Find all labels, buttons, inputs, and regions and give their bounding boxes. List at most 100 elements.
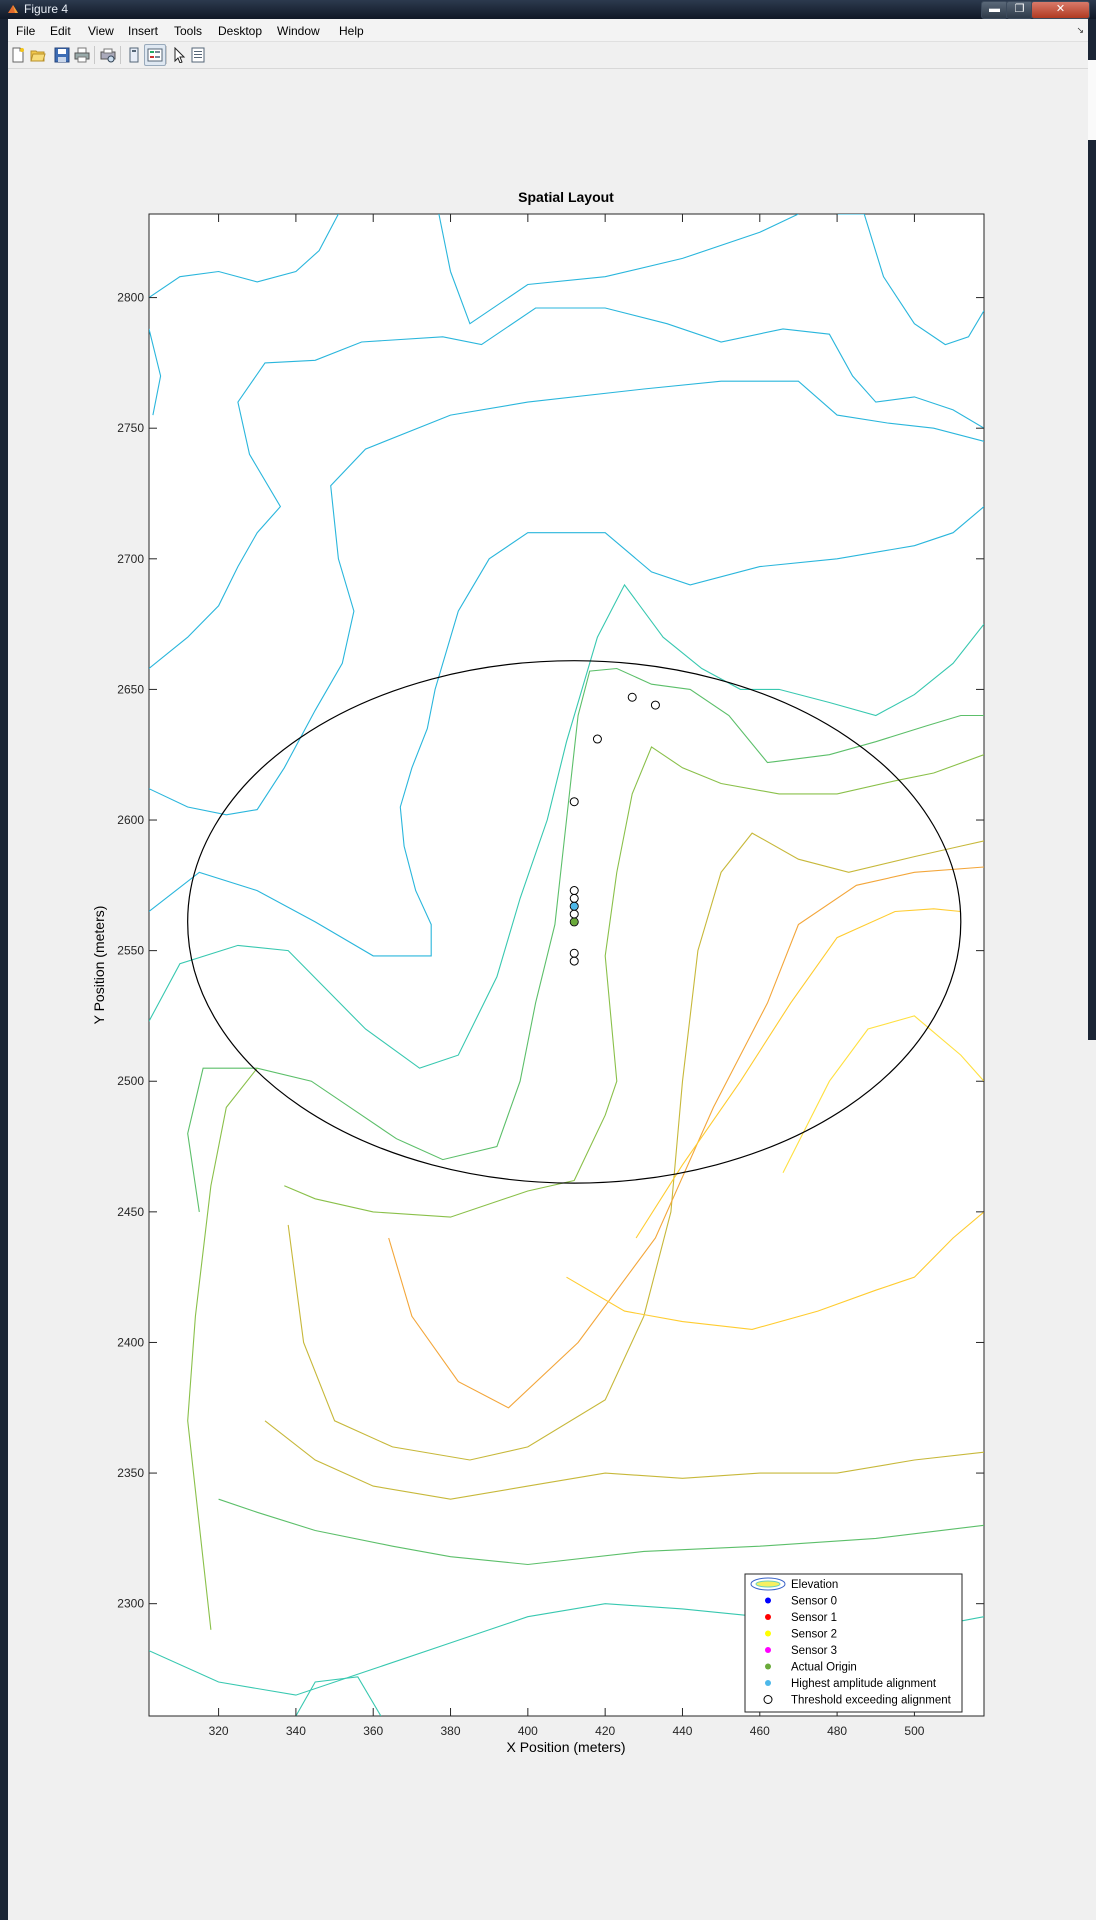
window-titlebar: Figure 4 ▬ ❐ ✕: [0, 0, 1096, 19]
y-tick-label: 2550: [117, 944, 144, 958]
y-tick-label: 2750: [117, 421, 144, 435]
legend-dot-icon: [765, 1614, 771, 1620]
menu-insert[interactable]: Insert: [128, 24, 159, 38]
figure-canvas: Spatial Layout 320 340 360 380 400 420 440 460 4…: [8, 69, 1088, 1920]
chart-legend: Elevation Sensor 0 Sensor 1 Sensor 2 Sensor …: [744, 1573, 963, 1713]
legend-dot-icon: [765, 1630, 771, 1637]
legend-label: Sensor 2: [791, 1629, 837, 1641]
menu-help[interactable]: Help: [339, 24, 364, 38]
highest-amplitude-marker: [570, 902, 578, 910]
spatial-layout-chart: Spatial Layout 320 340 360 380 400 420 440 460 4…: [91, 189, 985, 1755]
y-tick-label: 2600: [117, 813, 144, 827]
contour-line: [187, 667, 984, 1212]
x-tick-label: 340: [286, 1724, 306, 1738]
x-tick-label: 380: [441, 1724, 461, 1738]
maximize-button[interactable]: ❐: [1006, 1, 1033, 19]
contour-line: [149, 214, 339, 299]
legend-label: Sensor 3: [791, 1645, 837, 1657]
contour-line: [295, 1676, 382, 1716]
contour-line: [187, 1067, 258, 1630]
toolbar-separator: [94, 46, 95, 64]
legend-dot-icon: [765, 1647, 771, 1653]
toolbar-separator: [166, 46, 167, 64]
x-tick-label: 420: [595, 1724, 615, 1738]
threshold-alignment-marker: [592, 734, 602, 744]
pointer-icon[interactable]: [170, 45, 190, 65]
right-edge-panel-lower: [1088, 1040, 1096, 1920]
menu-desktop[interactable]: Desktop: [218, 24, 263, 38]
property-inspector-icon[interactable]: [188, 45, 208, 65]
contour-line: [635, 908, 961, 1239]
menu-window[interactable]: Window: [277, 24, 320, 38]
threshold-alignment-marker: [569, 797, 579, 807]
menu-file[interactable]: File: [16, 24, 36, 38]
y-tick-label: 2450: [117, 1205, 144, 1219]
threshold-alignment-marker: [650, 700, 660, 710]
markers-layer: [569, 692, 660, 966]
y-axis-ticks: 2300 2350 2400 2450 2500 2550 2600 2650 2700 2750…: [117, 291, 984, 1611]
contour-line: [287, 832, 984, 1461]
minimize-button[interactable]: ▬: [981, 1, 1008, 19]
legend-label: Highest amplitude alignment: [791, 1678, 937, 1690]
legend-dot-icon: [765, 1663, 771, 1670]
matlab-app-icon: [8, 5, 18, 13]
contour-line: [284, 746, 984, 1218]
y-tick-label: 2800: [117, 291, 144, 305]
y-tick-label: 2400: [117, 1335, 144, 1349]
legend-label: Sensor 1: [791, 1612, 837, 1624]
legend-dot-icon: [765, 1680, 771, 1686]
x-tick-label: 500: [904, 1724, 924, 1738]
y-tick-label: 2350: [117, 1466, 144, 1480]
search-ellipse: [187, 660, 962, 1184]
close-button[interactable]: ✕: [1031, 1, 1090, 19]
contour-line: [449, 214, 799, 325]
window-title: Figure 4: [24, 2, 69, 16]
y-tick-label: 2650: [117, 682, 144, 696]
contour-line: [149, 380, 984, 816]
y-tick-label: 2700: [117, 552, 144, 566]
save-icon[interactable]: [52, 45, 72, 65]
actual-origin-marker: [570, 918, 578, 926]
x-tick-label: 360: [363, 1724, 383, 1738]
y-tick-label: 2500: [117, 1074, 144, 1088]
figure-toolbar: [8, 42, 1088, 69]
ellipse-layer: [187, 660, 962, 1184]
toolbar-separator: [120, 46, 121, 64]
x-tick-label: 480: [827, 1724, 847, 1738]
legend-label: Threshold exceeding alignment: [791, 1695, 952, 1707]
x-tick-label: 400: [518, 1724, 538, 1738]
contour-line: [149, 328, 162, 416]
legend-elevation-icon-inner: [755, 1580, 781, 1588]
legend-label: Actual Origin: [791, 1662, 857, 1674]
print-icon[interactable]: [72, 45, 92, 65]
legend-circle-icon: [763, 1695, 773, 1704]
new-figure-icon[interactable]: [8, 45, 28, 65]
threshold-alignment-marker: [627, 692, 637, 702]
menu-dock-arrow-icon[interactable]: ↘: [1076, 25, 1084, 35]
contour-line: [264, 1420, 984, 1500]
contour-line: [438, 214, 452, 272]
threshold-alignment-marker: [569, 917, 579, 927]
legend-label: Elevation: [791, 1579, 838, 1591]
menu-tools[interactable]: Tools: [174, 24, 203, 38]
menu-view[interactable]: View: [88, 24, 114, 38]
legend-label: Sensor 0: [791, 1596, 837, 1608]
y-axis-label: Y Position (meters): [91, 906, 107, 1025]
x-tick-label: 320: [209, 1724, 229, 1738]
x-axis-label: X Position (meters): [506, 1739, 625, 1755]
print-preview-icon[interactable]: [98, 45, 118, 65]
plot-area: [148, 213, 985, 1717]
contour-line: [566, 1211, 984, 1330]
legend-box: [744, 1573, 963, 1713]
y-tick-label: 2300: [117, 1597, 144, 1611]
open-file-icon[interactable]: [28, 45, 48, 65]
menu-edit[interactable]: Edit: [50, 24, 71, 38]
contour-line: [782, 1015, 984, 1173]
x-tick-label: 440: [672, 1724, 692, 1738]
link-plot-icon[interactable]: [124, 45, 144, 65]
contour-line: [149, 506, 984, 957]
contour-line: [149, 583, 984, 1069]
insert-legend-icon[interactable]: [144, 44, 166, 66]
legend-dot-icon: [765, 1597, 771, 1604]
contour-line: [218, 1498, 984, 1566]
